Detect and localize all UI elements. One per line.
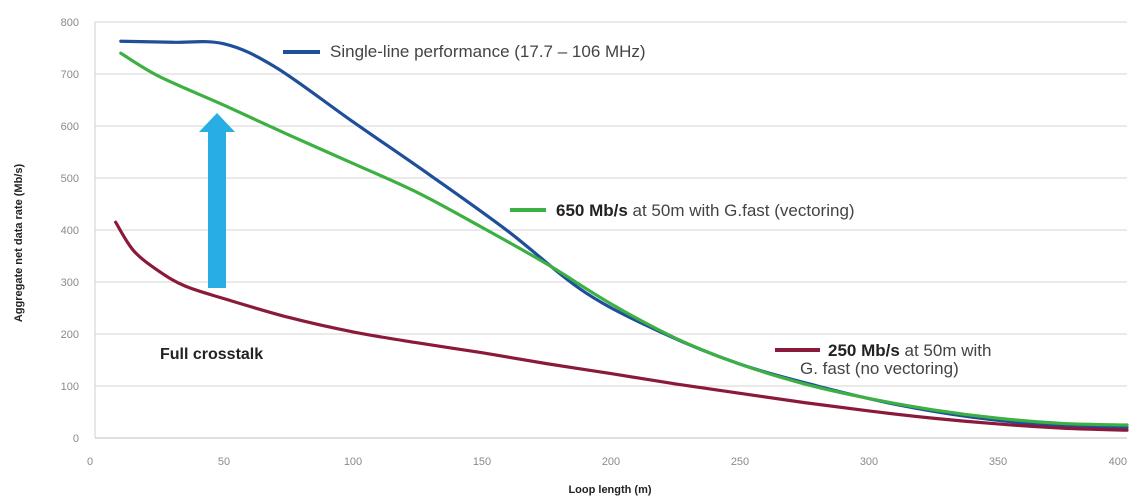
legend-label-crosstalk: 250 Mb/s at 50m with <box>828 341 991 360</box>
series-line-vectoring <box>119 51 1129 427</box>
y-tick-label: 700 <box>61 69 79 81</box>
x-tick-label: 150 <box>473 456 491 468</box>
legend-item-crosstalk: 250 Mb/s at 50m with G. fast (no vectori… <box>775 341 991 378</box>
legend-label-vectoring: 650 Mb/s at 50m with G.fast (vectoring) <box>556 201 855 220</box>
full-crosstalk-label: Full crosstalk <box>160 346 263 363</box>
x-tick-label: 350 <box>989 456 1007 468</box>
legend-item-single: Single-line performance (17.7 – 106 MHz) <box>283 42 646 61</box>
x-tick-label: 200 <box>602 456 620 468</box>
series-lines <box>114 39 1129 432</box>
x-tick-label: 0 <box>87 456 93 468</box>
x-tick-label: 50 <box>218 456 230 468</box>
x-tick-labels: 0 50 100 150 200 250 300 350 400 <box>87 456 1127 468</box>
gridlines <box>94 21 1127 439</box>
y-axis-label: Aggregate net data rate (Mb/s) <box>13 164 25 323</box>
x-tick-label: 100 <box>344 456 362 468</box>
y-tick-label: 100 <box>61 381 79 393</box>
up-arrow-icon <box>199 113 235 288</box>
y-tick-label: 400 <box>61 225 79 237</box>
y-tick-label: 600 <box>61 121 79 133</box>
series-line-crosstalk <box>114 220 1129 432</box>
x-tick-label: 300 <box>860 456 878 468</box>
y-tick-labels: 0 100 200 300 400 500 600 700 800 <box>61 17 79 445</box>
y-tick-label: 500 <box>61 173 79 185</box>
legend-label-single: Single-line performance (17.7 – 106 MHz) <box>330 42 646 61</box>
x-tick-label: 400 <box>1109 456 1127 468</box>
series-line-single <box>119 39 1129 430</box>
x-tick-label: 250 <box>731 456 749 468</box>
y-tick-label: 300 <box>61 277 79 289</box>
legend-label-crosstalk-line2: G. fast (no vectoring) <box>800 359 959 378</box>
y-tick-label: 800 <box>61 17 79 29</box>
y-tick-label: 0 <box>73 433 79 445</box>
legend: Single-line performance (17.7 – 106 MHz)… <box>283 42 991 378</box>
legend-item-vectoring: 650 Mb/s at 50m with G.fast (vectoring) <box>510 201 855 220</box>
x-axis-label: Loop length (m) <box>568 484 651 496</box>
y-tick-label: 200 <box>61 329 79 341</box>
